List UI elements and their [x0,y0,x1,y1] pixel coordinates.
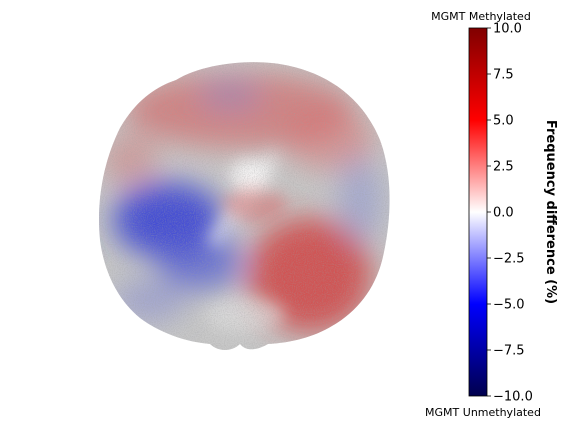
colorbar-tick-label: 0.0 [493,206,514,221]
colorbar-top-annotation: MGMT Methylated [431,10,531,23]
colorbar-tick-label: 2.5 [493,160,514,175]
colorbar-tick-label: −10.0 [493,390,533,405]
colorbar-ticks: 10.0 7.5 5.0 2.5 0.0 −2.5 −5.0 −7.5 −10.0 [487,22,533,405]
colorbar-tick-label: −7.5 [493,344,525,359]
colorbar-tick-label: 7.5 [493,68,514,83]
colorbar: MGMT Methylated 10.0 7.5 5.0 2.5 0.0 −2.5 −5.0… [425,10,558,419]
colorbar-gradient [468,27,488,397]
tissue-texture [98,62,390,351]
colorbar-axis-label: Frequency difference (%) [543,120,558,304]
colorbar-bottom-annotation: MGMT Unmethylated [425,406,541,419]
colorbar-tick-label: 5.0 [493,114,514,129]
colorbar-tick-label: 10.0 [493,22,522,37]
colorbar-tick-label: −5.0 [493,298,525,313]
brain-heatmap [98,62,390,351]
colorbar-tick-label: −2.5 [493,252,525,267]
